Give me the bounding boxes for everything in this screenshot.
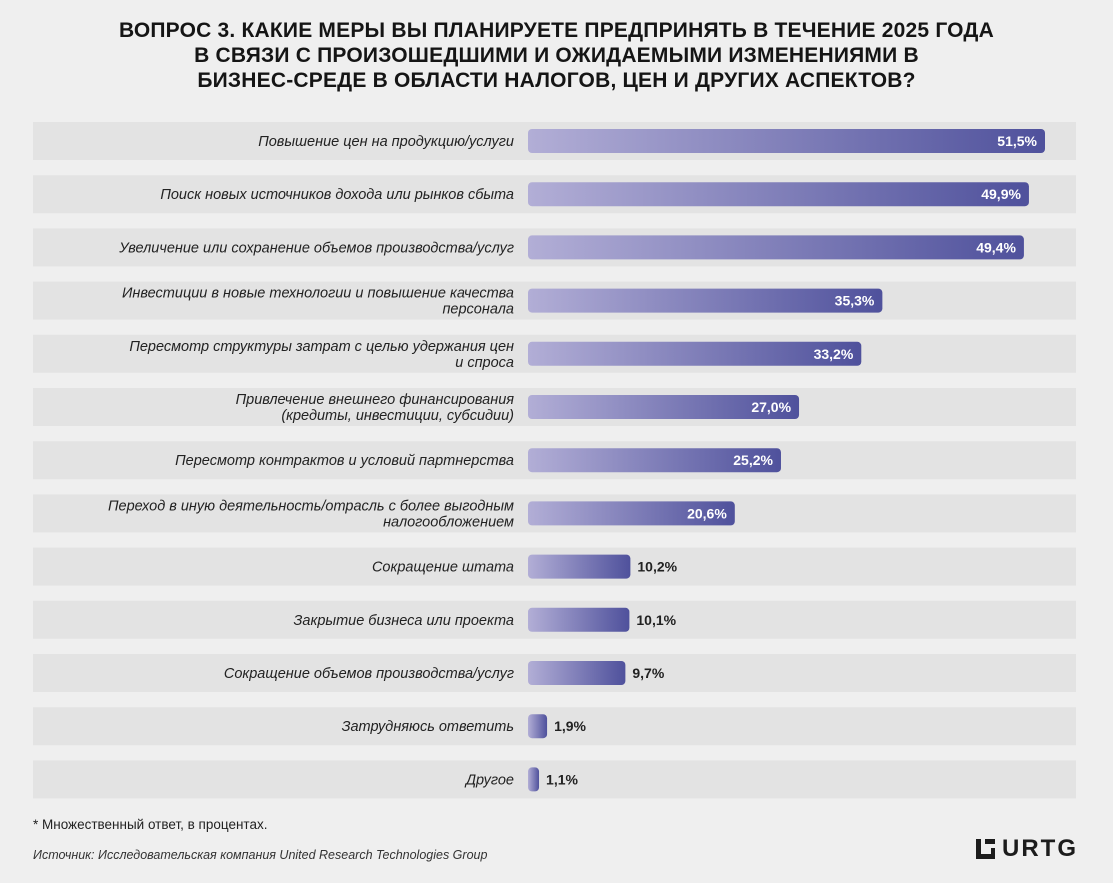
bar-row: Увеличение или сохранение объемов произв… [33,228,1076,267]
category-label: Сокращение штата [372,560,514,576]
category-label: Пересмотр контрактов и условий партнерст… [175,453,514,469]
urtg-logo-mark-icon [976,839,995,859]
bar-row: Сокращение объемов производства/услуг 9,7… [33,654,1076,692]
bar-row: Поиск новых источников дохода или рынков… [33,175,1076,214]
bar-row: Затрудняюсь ответить 1,9% [33,707,1076,746]
category-label: Сокращение объемов производства/услуг [224,666,514,682]
category-label: Закрытие бизнеса или проекта [294,613,514,629]
value-label: 33,2% [814,346,854,362]
bar-row: Пересмотр контрактов и условий партнерст… [33,441,1076,480]
value-label: 10,2% [637,559,677,575]
bar [528,501,735,526]
bar-row: Повышение цен на продукцию/услуги 51,5% [33,122,1076,160]
footnote: * Множественный ответ, в процентах. [33,817,268,832]
category-label: Поиск новых источников дохода или рынков… [160,187,514,203]
bar [528,395,800,419]
title-line-2: В СВЯЗИ С ПРОИЗОШЕДШИМИ И ОЖИДАЕМЫМИ ИЗМ… [194,44,919,67]
category-label: Затрудняюсь ответить [342,719,514,735]
value-label: 49,4% [976,239,1016,255]
bar [528,129,1045,153]
value-label: 51,5% [997,133,1037,149]
urtg-logo: URTG [974,835,1078,862]
value-label: 27,0% [751,399,791,415]
row-background [33,760,1076,799]
row-background [33,707,1076,746]
bar-row: Привлечение внешнего финансирования(кред… [33,388,1076,426]
category-label: (кредиты, инвестиции, субсидии) [281,408,514,424]
value-label: 9,7% [632,665,664,681]
category-label: Переход в иную деятельность/отрасль с бо… [108,498,514,514]
value-label: 1,1% [546,771,578,787]
source-note: Источник: Исследовательская компания Uni… [33,848,488,862]
bar [528,182,1029,207]
bar [528,341,862,366]
category-label: Пересмотр структуры затрат с целью удерж… [129,339,514,355]
logo-text: URTG [1002,835,1078,862]
bar [528,448,781,473]
value-label: 20,6% [687,505,727,521]
title-line-1: ВОПРОС 3. КАКИЕ МЕРЫ ВЫ ПЛАНИРУЕТЕ ПРЕДП… [119,19,994,42]
bar-row: Закрытие бизнеса или проекта 10,1% [33,600,1076,639]
bar-row: Переход в иную деятельность/отрасль с бо… [33,494,1076,533]
category-label: Повышение цен на продукцию/услуги [258,134,514,150]
bar-row: Другое 1,1% [33,760,1076,799]
value-label: 35,3% [835,293,875,309]
category-label: налогообложением [383,514,514,530]
bar-row: Инвестиции в новые технологии и повышени… [33,281,1076,320]
bar [528,714,548,739]
category-label: Привлечение внешнего финансирования [236,392,515,408]
category-label: Инвестиции в новые технологии и повышени… [122,286,514,302]
bar-row: Пересмотр структуры затрат с целью удерж… [33,334,1076,373]
category-label: Увеличение или сохранение объемов произв… [118,240,514,256]
value-label: 10,1% [636,612,676,628]
category-label: и спроса [455,355,514,371]
category-label: Другое [464,772,514,788]
title-line-3: БИЗНЕС-СРЕДЕ В ОБЛАСТИ НАЛОГОВ, ЦЕН И ДР… [197,69,916,92]
value-label: 49,9% [981,186,1021,202]
bar [528,767,540,792]
chart-title: ВОПРОС 3. КАКИЕ МЕРЫ ВЫ ПЛАНИРУЕТЕ ПРЕДП… [20,18,1093,93]
value-label: 1,9% [554,718,586,734]
bar [528,288,883,313]
bar-chart: Повышение цен на продукцию/услуги 51,5%По… [33,122,1076,799]
bar [528,554,631,579]
bar-row: Сокращение штата 10,2% [33,547,1076,586]
category-label: персонала [442,302,514,318]
value-label: 25,2% [733,452,773,468]
bar [528,607,630,632]
bar [528,661,626,685]
bar [528,235,1024,260]
